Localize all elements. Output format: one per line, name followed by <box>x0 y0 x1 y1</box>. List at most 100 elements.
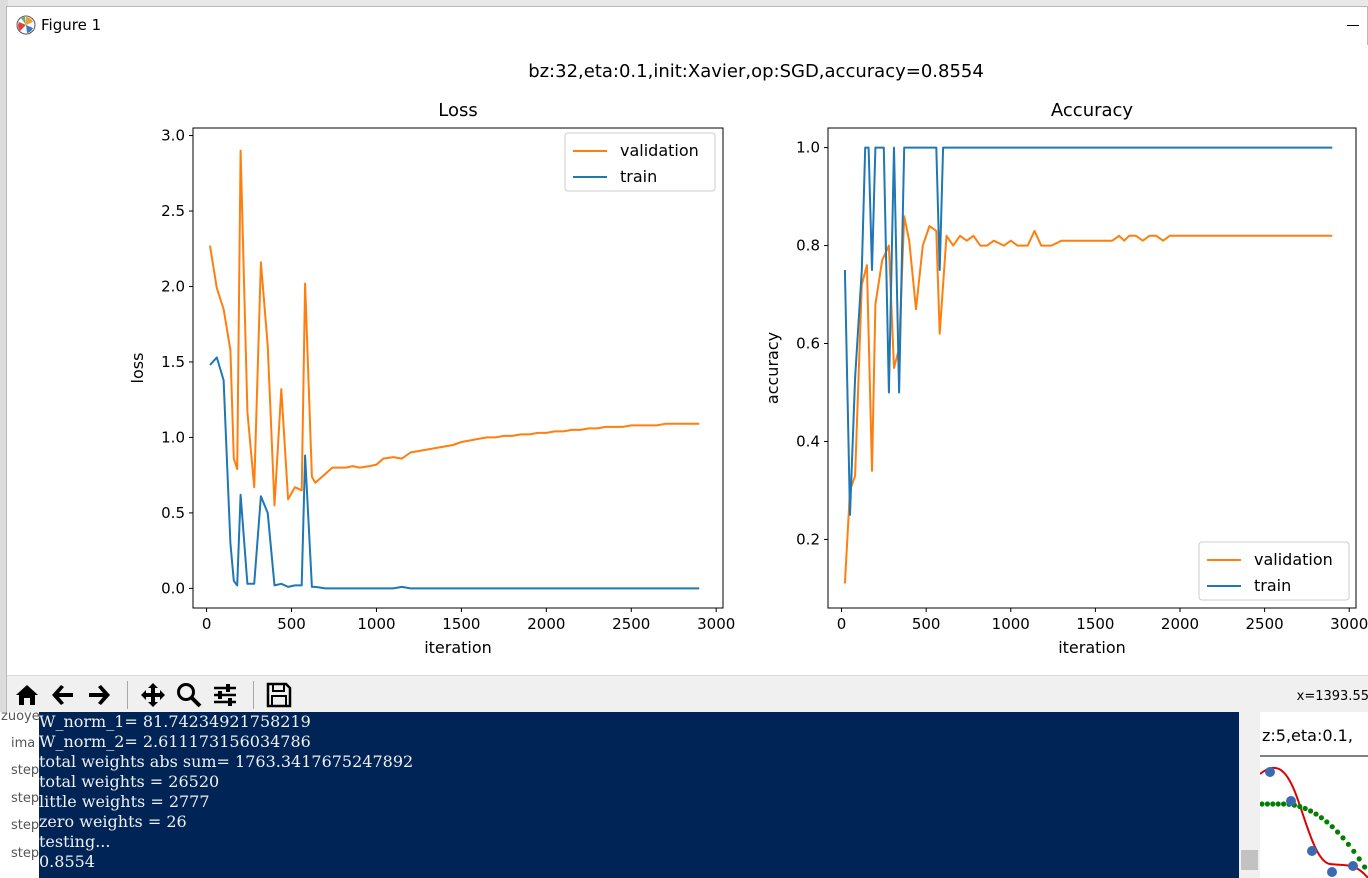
chart-title: Loss <box>438 100 477 121</box>
background-sample-point <box>1307 846 1317 856</box>
explorer-item[interactable]: ima <box>11 736 36 751</box>
y-axis-label: loss <box>128 353 147 384</box>
left-edge-strip <box>0 0 8 878</box>
y-tick-label: 3.0 <box>161 127 185 145</box>
axes-frame <box>827 127 1357 609</box>
console-scrollbar[interactable] <box>1239 712 1260 878</box>
legend-label: validation <box>1254 550 1333 569</box>
x-tick-label: 500 <box>277 615 306 633</box>
series-line-train <box>209 356 700 590</box>
background-figure-title: z:5,eta:0.1, <box>1262 726 1353 745</box>
figure-canvas[interactable]: bz:32,eta:0.1,init:Xavier,op:SGD,accurac… <box>7 45 1368 675</box>
y-tick-label: 0.0 <box>161 579 185 597</box>
background-green-dot <box>1362 864 1368 870</box>
x-axis-label: iteration <box>1058 638 1126 657</box>
console-output[interactable]: W_norm_1= 81.74234921758219 W_norm_2= 2.… <box>39 712 1239 878</box>
console-line: W_norm_1= 81.74234921758219 <box>39 712 311 731</box>
background-dots <box>1260 801 1368 870</box>
pan-button[interactable] <box>137 679 169 711</box>
console-line: total weights abs sum= 1763.341767524789… <box>39 752 414 771</box>
background-green-dot <box>1340 835 1346 841</box>
y-tick-label: 0.6 <box>796 335 820 353</box>
x-tick-label: 2000 <box>527 615 565 633</box>
explorer-item[interactable]: step <box>11 818 39 833</box>
navigation-toolbar: x=1393.55 <box>7 675 1368 714</box>
y-tick-label: 1.5 <box>161 353 185 371</box>
toolbar-separator <box>127 681 128 709</box>
background-green-dot <box>1329 824 1335 830</box>
minimize-button[interactable] <box>1343 13 1367 39</box>
x-axis-label: iteration <box>424 638 492 657</box>
background-green-dot <box>1281 801 1287 807</box>
explorer-item[interactable]: step <box>11 791 39 806</box>
explorer-item[interactable]: step <box>11 763 39 778</box>
background-sample-point <box>1265 767 1275 777</box>
background-green-dot <box>1351 848 1357 854</box>
console-line: zero weights = 26 <box>39 812 187 831</box>
forward-arrow-icon <box>89 685 110 705</box>
y-tick-label: 0.5 <box>161 504 185 522</box>
background-sample-point <box>1327 867 1337 877</box>
window-title: Figure 1 <box>41 16 102 34</box>
matplotlib-app-icon <box>16 15 36 35</box>
figure-plot-area[interactable]: bz:32,eta:0.1,init:Xavier,op:SGD,accurac… <box>7 45 1368 675</box>
title-bar[interactable]: Figure 1 <box>7 7 1367 45</box>
x-tick-label: 0 <box>202 615 212 633</box>
y-tick-label: 0.8 <box>796 237 820 255</box>
toolbar-separator <box>253 681 254 709</box>
x-tick-label: 500 <box>912 615 941 633</box>
background-green-dot <box>1345 841 1351 847</box>
legend-label: validation <box>620 141 699 160</box>
background-sample-point <box>1286 796 1296 806</box>
background-green-dot <box>1275 801 1281 807</box>
background-green-dot <box>1264 801 1270 807</box>
y-axis-label: accuracy <box>763 332 782 404</box>
explorer-item[interactable]: zuoye <box>1 712 39 724</box>
accuracy-chart: Accuracy 0 500 1000 1500 2000 2500 3000 0.2 0.4 0.… <box>763 100 1368 657</box>
background-green-dot <box>1297 803 1303 810</box>
configure-subplots-button[interactable] <box>209 679 241 711</box>
file-explorer-panel: zuoye ima step step step step <box>0 712 39 878</box>
chart-title: Accuracy <box>1051 100 1134 121</box>
x-tick-label: 2500 <box>612 615 650 633</box>
x-tick-label: 3000 <box>697 615 735 633</box>
background-green-dot <box>1270 801 1276 807</box>
background-figure-plot <box>1260 755 1368 878</box>
background-green-dot <box>1302 805 1308 812</box>
loss-chart: Loss 0 500 1000 1500 2000 2500 3000 0.0 0.5 1.0 1.5… <box>128 100 735 657</box>
background-green-dot <box>1308 808 1314 814</box>
console-line: 0.8554 <box>39 852 95 871</box>
y-tick-label: 1.0 <box>161 428 185 446</box>
y-tick-label: 0.4 <box>796 432 820 450</box>
x-tick-label: 1000 <box>357 615 395 633</box>
x-tick-label: 2000 <box>1161 615 1199 633</box>
cursor-coordinates: x=1393.55 <box>1296 689 1368 704</box>
series-line-validation <box>209 149 700 507</box>
forward-button[interactable] <box>83 679 115 711</box>
save-button[interactable] <box>263 679 295 711</box>
console-line: W_norm_2= 2.611173156034786 <box>39 732 311 751</box>
background-green-dot <box>1260 801 1265 807</box>
x-tick-label: 1500 <box>442 615 480 633</box>
legend-label: train <box>1254 576 1291 595</box>
back-button[interactable] <box>47 679 79 711</box>
home-icon <box>16 685 38 705</box>
series-line-validation <box>843 215 1333 584</box>
background-green-dot <box>1335 829 1341 835</box>
x-tick-label: 1500 <box>1076 615 1114 633</box>
scrollbar-thumb[interactable] <box>1241 850 1258 870</box>
home-button[interactable] <box>11 679 43 711</box>
zoom-button[interactable] <box>173 679 205 711</box>
y-tick-label: 2.0 <box>161 277 185 295</box>
back-arrow-icon <box>52 685 73 705</box>
x-tick-label: 2500 <box>1246 615 1284 633</box>
explorer-item[interactable]: step <box>11 846 39 861</box>
zoom-icon <box>177 683 202 708</box>
y-tick-label: 1.0 <box>796 139 820 157</box>
background-figure-window[interactable]: z:5,eta:0.1, <box>1260 712 1368 878</box>
background-green-dot <box>1324 819 1330 825</box>
background-green-dot <box>1318 815 1324 821</box>
legend-label: train <box>620 167 657 186</box>
x-tick-label: 1000 <box>992 615 1030 633</box>
series-line-train <box>843 146 1333 516</box>
